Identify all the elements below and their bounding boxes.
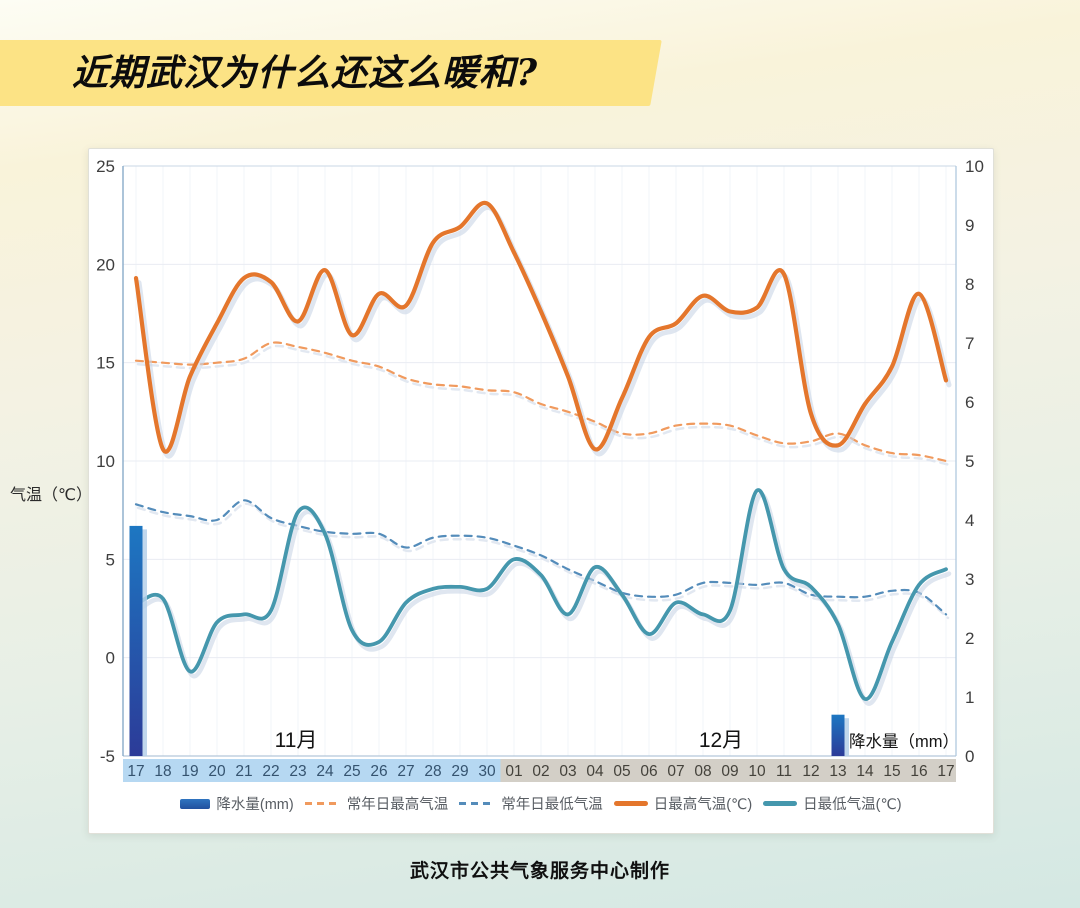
legend-swatch-dash-orange bbox=[304, 802, 341, 805]
series-shadow bbox=[136, 344, 950, 466]
legend-item: 常年日最高气温 bbox=[304, 793, 449, 814]
precip-bar bbox=[831, 714, 845, 756]
series-line-日最高气温(℃) bbox=[133, 200, 949, 454]
date-label: 27 bbox=[397, 763, 414, 780]
legend-swatch-line-orange bbox=[613, 801, 648, 806]
legend-label: 常年日最低气温 bbox=[501, 797, 603, 813]
legend-item: 降水量(mm) bbox=[180, 793, 294, 814]
right-tick: 10 bbox=[965, 157, 984, 176]
legend-swatch-dash-blue bbox=[459, 802, 496, 805]
date-label: 13 bbox=[829, 763, 846, 780]
date-label: 11 bbox=[776, 763, 792, 780]
legend-label: 日最高气温(℃) bbox=[653, 797, 753, 813]
month-label-nov: 11月 bbox=[275, 729, 318, 752]
date-label: 16 bbox=[910, 763, 927, 780]
left-axis-ticks: 25 20 15 10 5 0 -5 bbox=[96, 157, 115, 766]
legend-swatch-line-teal bbox=[763, 801, 798, 806]
right-tick: 5 bbox=[965, 452, 974, 471]
series-line-常年日最高气温 bbox=[134, 341, 948, 463]
page-title: 近期武汉为什么还这么暖和? bbox=[72, 52, 539, 94]
date-label: 03 bbox=[559, 763, 576, 780]
title-banner: 近期武汉为什么还这么暖和? bbox=[0, 40, 662, 106]
date-label: 29 bbox=[451, 763, 468, 780]
legend-label: 降水量(mm) bbox=[216, 797, 294, 813]
date-label: 25 bbox=[343, 763, 360, 780]
right-tick: 8 bbox=[965, 275, 974, 294]
horizontal-gridlines bbox=[123, 263, 956, 659]
legend-item: 日最高气温(℃) bbox=[613, 793, 753, 814]
date-label: 20 bbox=[208, 763, 226, 780]
date-label: 01 bbox=[505, 763, 522, 780]
left-tick: 5 bbox=[106, 550, 115, 569]
date-label: 05 bbox=[613, 763, 630, 780]
series-shadow bbox=[136, 502, 950, 620]
date-label: 06 bbox=[640, 763, 657, 780]
right-tick: 7 bbox=[965, 334, 974, 353]
series-line-常年日最低气温 bbox=[134, 499, 948, 616]
date-label: 19 bbox=[181, 763, 198, 780]
line-series bbox=[133, 200, 952, 706]
date-label: 18 bbox=[154, 763, 171, 780]
right-tick: 0 bbox=[965, 747, 974, 766]
legend-label: 常年日最高气温 bbox=[346, 797, 449, 813]
precip-bar bbox=[129, 525, 143, 756]
left-tick: 15 bbox=[96, 354, 115, 373]
date-label: 14 bbox=[856, 763, 874, 780]
date-label: 21 bbox=[235, 763, 252, 780]
right-axis-inplot-title: 降水量（mm） bbox=[849, 732, 959, 751]
date-label: 22 bbox=[262, 763, 279, 780]
date-label: 04 bbox=[586, 763, 604, 780]
series-line-日最低气温(℃) bbox=[134, 488, 948, 701]
chart-legend: 降水量(mm) 常年日最高气温 常年日最低气温 日最高气温(℃) 日最低气温(℃) bbox=[89, 793, 993, 814]
legend-swatch-bar bbox=[180, 798, 211, 809]
date-label: 08 bbox=[694, 763, 711, 780]
plot-border bbox=[122, 165, 957, 757]
legend-item: 常年日最低气温 bbox=[459, 793, 603, 814]
series-shadow bbox=[136, 204, 952, 459]
left-tick: 25 bbox=[96, 157, 115, 176]
weather-chart: 17 18 19 20 21 22 23 24 25 26 27 28 29 30 01 02 03 04 05 06… bbox=[96, 157, 984, 782]
date-label: 28 bbox=[424, 763, 441, 780]
date-label: 09 bbox=[721, 763, 738, 780]
right-tick: 3 bbox=[965, 570, 974, 589]
legend-item: 日最低气温(℃) bbox=[763, 793, 902, 814]
date-label: 12 bbox=[802, 763, 819, 780]
date-label: 26 bbox=[370, 763, 387, 780]
date-label: 15 bbox=[883, 763, 900, 780]
date-label: 17 bbox=[937, 763, 954, 780]
date-label: 07 bbox=[667, 763, 684, 780]
date-label: 24 bbox=[316, 763, 334, 780]
left-tick: 10 bbox=[96, 452, 115, 471]
left-tick: 20 bbox=[96, 255, 115, 274]
date-label: 17 bbox=[127, 763, 144, 780]
right-tick: 6 bbox=[965, 393, 974, 412]
legend-label: 日最低气温(℃) bbox=[803, 797, 902, 813]
left-tick: -5 bbox=[100, 747, 115, 766]
right-tick: 1 bbox=[965, 688, 974, 707]
date-label: 02 bbox=[532, 763, 549, 780]
left-tick: 0 bbox=[106, 649, 115, 668]
date-label: 10 bbox=[748, 763, 766, 780]
date-label: 30 bbox=[478, 763, 496, 780]
left-axis-title: 气温（℃） bbox=[10, 487, 92, 504]
right-tick: 9 bbox=[965, 216, 974, 235]
right-tick: 4 bbox=[965, 511, 974, 530]
right-tick: 2 bbox=[965, 629, 974, 648]
credit-footer: 武汉市公共气象服务中心制作 bbox=[409, 861, 670, 882]
date-axis: 17 18 19 20 21 22 23 24 25 26 27 28 29 30 01 02 03 04 05 06… bbox=[123, 759, 956, 782]
chart-card: 17 18 19 20 21 22 23 24 25 26 27 28 29 30 01 02 03 04 05 06… bbox=[88, 148, 994, 834]
date-label: 23 bbox=[289, 763, 306, 780]
month-label-dec: 12月 bbox=[699, 729, 743, 752]
precip-bars bbox=[129, 525, 849, 756]
